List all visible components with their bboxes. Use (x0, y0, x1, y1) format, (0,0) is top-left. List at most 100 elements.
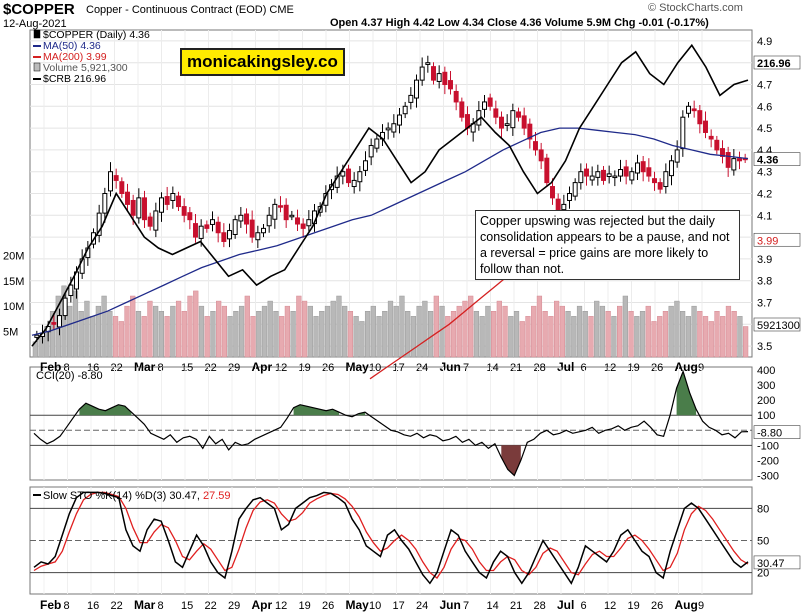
cci-overbought-fill (676, 371, 697, 416)
sto-x-label: 15 (181, 600, 193, 612)
candle-body (606, 173, 612, 177)
volume-bar (605, 311, 611, 358)
volume-bar (634, 316, 640, 358)
sto-x-label: 8 (158, 600, 164, 612)
volume-bar (462, 300, 468, 358)
price-x-label: Mar (134, 360, 156, 374)
volume-bar (508, 316, 514, 358)
volume-bar (473, 311, 480, 358)
annotation-box: Copper upswing was rejected but the dail… (475, 210, 740, 280)
price-x-label: 12 (275, 362, 287, 374)
price-x-label: 14 (487, 362, 499, 374)
watermark-banner: monicakingsley.co (180, 48, 345, 76)
candle-body (278, 205, 283, 208)
cci-tick-label: 300 (757, 380, 775, 392)
volume-bar (187, 295, 193, 358)
volume-bar (72, 290, 79, 358)
candle-body (306, 219, 312, 227)
candle-body (589, 175, 595, 181)
price-x-label: May (346, 360, 370, 374)
price-tick-label: 3.9 (757, 254, 772, 266)
sto-d-line (33, 491, 749, 579)
candle-body (255, 232, 261, 241)
cci-oversold-fill (501, 445, 521, 476)
volume-bar (531, 305, 537, 358)
volume-bar (628, 311, 634, 358)
sto-x-label: Feb (40, 598, 61, 612)
sto-x-label: 22 (111, 600, 123, 612)
candle-body (731, 158, 737, 171)
candle-body (663, 171, 669, 188)
volume-bar (485, 305, 491, 358)
candle-body (612, 175, 618, 179)
cci-tick-label: -100 (757, 440, 779, 452)
volume-bar (685, 316, 691, 358)
candle-body (504, 123, 510, 126)
sto-x-label: 21 (510, 600, 522, 612)
candle-body (493, 108, 499, 118)
candle-body (425, 62, 431, 65)
cci-tick-label: 200 (757, 395, 775, 407)
price-tick-label: 4.6 (757, 101, 772, 113)
volume-bar (170, 305, 176, 358)
candle-body (459, 101, 465, 118)
candle-body (289, 214, 295, 218)
ma50-line (31, 127, 749, 336)
sto-x-label: 26 (322, 600, 334, 612)
candle-body (368, 145, 374, 158)
price-x-label: 16 (87, 362, 99, 374)
volume-bar (697, 311, 703, 358)
symbol-title: $COPPER (3, 1, 75, 18)
candle-body (119, 181, 125, 194)
price-tick-label: 4.3 (757, 167, 772, 179)
price-x-label: 24 (416, 362, 428, 374)
candle-body (646, 167, 652, 177)
sto-x-label: 16 (87, 600, 99, 612)
candle-body (295, 217, 300, 225)
volume-bar (204, 316, 210, 358)
volume-value-label-box (753, 317, 801, 332)
ma200-value-label-box (753, 232, 801, 247)
volume-bar (433, 295, 439, 358)
volume-bar (101, 295, 107, 358)
price-tick-label: 3.8 (757, 276, 772, 288)
volume-bar (617, 305, 623, 358)
volume-bar (181, 311, 187, 358)
volume-bar (662, 311, 669, 358)
candle-body (686, 105, 691, 114)
candle-body (170, 193, 176, 201)
candle-body (408, 94, 414, 103)
candle-body (448, 80, 453, 90)
volume-bar (216, 300, 222, 358)
volume-bar (153, 305, 159, 358)
candle-body (340, 171, 346, 177)
candle-body (703, 120, 708, 133)
ma200-value-label: 3.99 (757, 235, 778, 247)
volume-bar (439, 305, 445, 358)
volume-bar (141, 316, 147, 358)
sto-x-label: 12 (275, 600, 287, 612)
price-x-label: 8 (158, 362, 164, 374)
candle-body (266, 214, 272, 227)
legend-entry: MA(50) 4.36 (43, 40, 101, 52)
price-x-label: 10 (369, 362, 381, 374)
volume-bar (548, 316, 554, 358)
volume-bar (221, 305, 228, 358)
price-x-label: 21 (510, 362, 522, 374)
volume-tick-label: 20M (3, 250, 24, 262)
cci-tick-label: 100 (757, 410, 775, 422)
price-tick-label: 4.9 (757, 36, 772, 48)
candle-body (102, 193, 108, 214)
volume-bar (399, 295, 405, 358)
candle-body (108, 171, 113, 192)
volume-bar (279, 316, 285, 358)
candle-body (516, 111, 521, 118)
cci-value-label: -8.80 (757, 428, 782, 440)
volume-bar (147, 300, 153, 358)
candle-body (238, 214, 244, 222)
price-x-label: 12 (604, 362, 616, 374)
price-tick-label: 4.1 (757, 210, 772, 222)
volume-bar (737, 316, 743, 358)
price-x-label: 17 (393, 362, 405, 374)
candle-body (215, 221, 221, 234)
